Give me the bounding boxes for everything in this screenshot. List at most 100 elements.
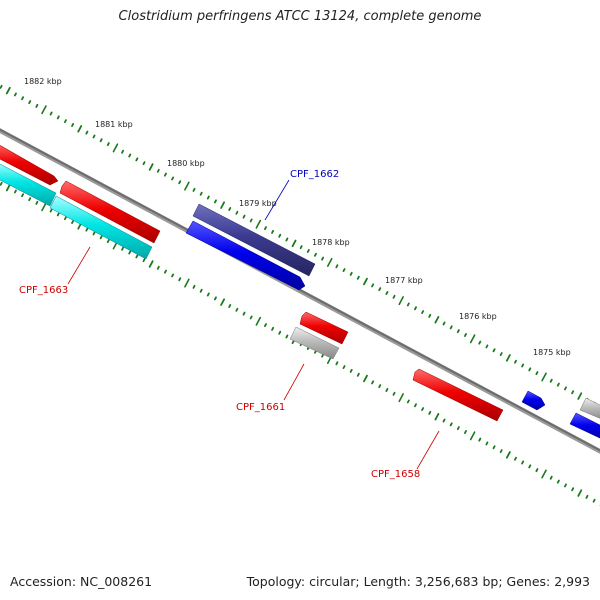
feature-track-reverse: [0, 162, 600, 440]
ruler-tick: [414, 403, 417, 408]
gene-feature[interactable]: [412, 368, 504, 422]
gene-label-cpf-1661[interactable]: CPF_1661: [236, 402, 285, 413]
ruler-tick: [163, 172, 167, 177]
gene-feature[interactable]: [299, 311, 349, 345]
ruler-tick: [142, 258, 146, 263]
ruler-tick: [235, 307, 239, 312]
ruler-tick: [564, 386, 567, 391]
ruler-tick: [335, 264, 339, 269]
ruler-tick: [171, 273, 175, 278]
ruler-tick: [49, 208, 53, 213]
ruler-tick: [128, 153, 132, 158]
ruler-tick: [135, 254, 139, 259]
ruler-tick: [456, 426, 460, 431]
gene-feature[interactable]: [521, 390, 546, 411]
ruler-tick: [148, 260, 154, 268]
ruler-tick: [326, 257, 333, 267]
ruler-tick: [514, 359, 517, 364]
gene-labels: CPF_1663 CPF_1662 CPF_1661 CPF_1658: [19, 169, 420, 480]
ruler-tick: [49, 111, 53, 116]
ruler-tick: [171, 176, 175, 181]
gene-feature[interactable]: [0, 143, 59, 186]
ruler-tick: [106, 142, 110, 147]
ruler-tick: [556, 382, 560, 387]
ruler-tick: [378, 384, 382, 389]
genome-summary-text: Topology: circular; Length: 3,256,683 bp…: [246, 574, 590, 589]
ruler-tick: [321, 256, 325, 261]
ruler-tick: [442, 321, 446, 326]
ruler-tick: [414, 306, 417, 311]
ruler-tick: [528, 367, 532, 372]
ruler-label: 1881 kbp: [95, 120, 133, 129]
ruler-tick: [156, 265, 160, 270]
ruler-tick: [492, 348, 496, 353]
ruler-tick: [434, 315, 440, 324]
ruler-tick: [21, 193, 25, 198]
ruler-tick: [521, 460, 525, 465]
ruler-tick: [371, 380, 375, 385]
ruler-tick: [349, 271, 353, 276]
ruler-tick: [228, 304, 232, 308]
ruler-label: 1882 kbp: [24, 77, 62, 86]
ruler-ticks-outer: [0, 84, 600, 410]
ruler-tick: [392, 391, 396, 396]
gene-feature[interactable]: [579, 397, 600, 420]
gene-label-cpf-1658[interactable]: CPF_1658: [371, 469, 420, 480]
ruler-tick: [71, 123, 75, 127]
ruler-label: 1877 kbp: [385, 276, 423, 285]
ruler-tick: [213, 296, 217, 301]
feature-track-forward: [0, 143, 600, 422]
ruler-tick: [35, 103, 39, 108]
ruler-tick: [106, 239, 110, 244]
ruler-tick: [121, 246, 125, 251]
ruler-tick: [335, 361, 339, 366]
gene-feature[interactable]: [192, 203, 316, 277]
gene-label-cpf-1663[interactable]: CPF_1663: [19, 285, 68, 296]
ruler-tick: [428, 410, 432, 415]
gene-feature[interactable]: [185, 220, 306, 291]
ruler-tick: [363, 277, 368, 286]
ruler-tick: [41, 202, 47, 212]
ruler-tick: [255, 316, 262, 326]
gene-label-leaders: [67, 179, 440, 470]
ruler-tick: [321, 353, 325, 358]
ruler-tick: [28, 100, 32, 105]
ruler-tick: [464, 430, 467, 434]
gene-feature[interactable]: [49, 195, 153, 260]
ruler-tick: [178, 180, 182, 185]
ruler-tick: [299, 245, 303, 250]
ruler-tick: [121, 149, 125, 154]
ruler-tick: [571, 390, 575, 395]
ruler-tick: [192, 284, 196, 289]
ruler-tick: [178, 277, 182, 282]
ruler-tick: [242, 311, 246, 316]
ruler-tick: [371, 283, 375, 288]
ruler-tick: [428, 313, 432, 318]
gene-feature[interactable]: [289, 326, 340, 360]
ruler-tick: [56, 212, 60, 217]
ruler-tick: [35, 200, 39, 205]
ruler-tick: [199, 191, 203, 196]
ruler-tick: [148, 163, 154, 171]
ruler-tick: [5, 183, 11, 192]
ruler-tick: [549, 475, 553, 480]
ruler-tick: [228, 207, 232, 211]
ruler-tick: [398, 393, 404, 403]
ruler-tick: [71, 220, 75, 224]
ruler-tick: [28, 197, 32, 202]
ruler-tick: [271, 326, 275, 331]
map-title: Clostridium perfringens ATCC 13124, comp…: [118, 9, 482, 24]
ruler-tick: [0, 84, 3, 89]
gene-feature[interactable]: [0, 162, 57, 207]
gene-feature[interactable]: [59, 180, 161, 244]
ruler-tick: [342, 268, 346, 273]
ruler-tick: [263, 323, 267, 328]
ruler-tick: [398, 296, 404, 306]
ruler-tick: [184, 181, 190, 191]
ruler-tick: [278, 330, 282, 335]
ruler-tick: [220, 298, 226, 306]
ruler-tick: [541, 469, 547, 479]
gene-feature[interactable]: [569, 412, 600, 440]
gene-label-cpf-1662[interactable]: CPF_1662: [290, 169, 339, 180]
